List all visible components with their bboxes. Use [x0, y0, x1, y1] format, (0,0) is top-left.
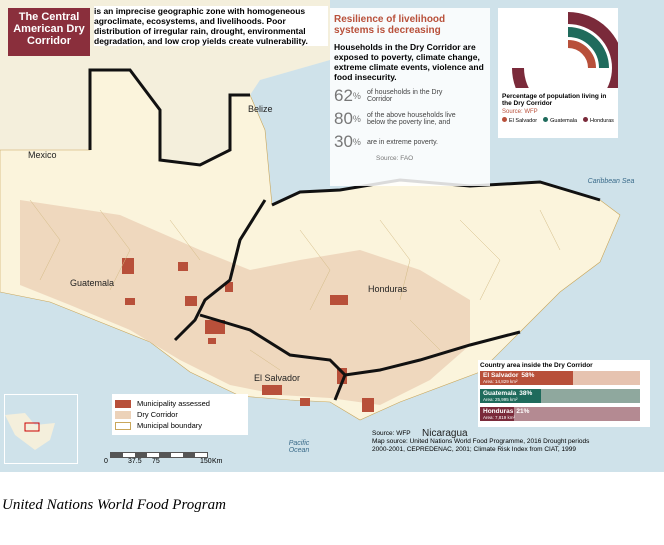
population-title: Percentage of population living in the D…: [502, 93, 607, 107]
legend-item: Honduras: [583, 117, 614, 124]
legend-item: Guatemala: [543, 117, 577, 124]
legend-text: El Salvador: [509, 118, 538, 124]
stat-source: Source: FAO: [376, 155, 414, 162]
legend-swatch: [115, 410, 131, 419]
area-title: Country area inside the Dry Corridor: [480, 362, 593, 369]
stat-number: 62: [334, 86, 353, 105]
legend-text: Dry Corridor: [137, 410, 178, 419]
legend: Municipality assessed Dry Corridor Municip…: [112, 394, 248, 435]
legend-text: Municipality assessed: [137, 399, 210, 408]
scale-unit: Km: [212, 458, 223, 465]
bar-label: El Salvador 58%: [483, 372, 534, 379]
legend-row: Dry Corridor: [115, 410, 245, 419]
scale-tick: 0: [104, 458, 108, 465]
scale-line: [110, 452, 208, 458]
bar-area: Area: 25,995 km²: [483, 397, 518, 402]
bar: [480, 371, 573, 385]
resilience-title: Resilience of livelihood systems is decr…: [334, 14, 446, 36]
legend-text: Municipal boundary: [137, 421, 203, 430]
caption: United Nations World Food Program: [2, 497, 226, 513]
legend-text: Guatemala: [550, 118, 578, 124]
label-caribbean: Caribbean Sea: [587, 178, 635, 185]
legend-dot: [502, 117, 507, 122]
inset-map: [4, 394, 78, 464]
label-guatemala: Guatemala: [70, 278, 115, 288]
area-panel: Country area inside the Dry Corridor El …: [478, 360, 650, 427]
stat-text: of households in the Dry Corridor: [366, 89, 443, 103]
municipalities-assessed: [122, 258, 374, 412]
map-source: Map source: United Nations World Food Pr…: [372, 438, 590, 453]
bar-country: El Salvador: [483, 372, 519, 379]
sources: Source: WFP Map source: United Nations W…: [372, 430, 602, 454]
stat-number: 30: [334, 132, 353, 151]
stats: 62% of households in the Dry Corridor 80% o…: [330, 86, 490, 162]
bar-label: Honduras 21%: [483, 408, 529, 415]
stat-row: 30% are in extreme poverty.: [334, 132, 486, 152]
stat-row: 62% of households in the Dry Corridor: [334, 86, 486, 106]
bar-country: Honduras: [483, 408, 514, 415]
legend-item: El Salvador: [502, 117, 537, 124]
label-pacific: Pacific Ocean: [288, 440, 310, 454]
bar-value-label: 58%: [521, 372, 535, 379]
municipal-boundaries: [29, 199, 561, 371]
stat-text: of the above households live below the p…: [366, 112, 456, 126]
bar-value-label: 21%: [516, 408, 530, 415]
donut-el-salvador: [567, 40, 596, 69]
scale-tick: 75: [152, 458, 160, 465]
bar: [480, 407, 514, 421]
bar-track: El Salvador 58% Area: 14,829 km²: [480, 371, 640, 385]
stat-unit: %: [352, 137, 361, 147]
label-el-salvador: El Salvador: [254, 373, 301, 383]
bar: [480, 389, 541, 403]
bar-area: Area: 7,819 km²: [483, 415, 516, 420]
stat-unit: %: [352, 91, 361, 101]
legend-row: Municipality assessed: [115, 399, 245, 408]
bar-value-label: 38%: [519, 390, 533, 397]
dry-corridor: [20, 200, 470, 405]
scale-tick: 37.5: [128, 458, 142, 465]
stat-text: are in extreme poverty.: [366, 138, 439, 146]
label-honduras: Honduras: [368, 284, 408, 294]
scale-tick: 150: [200, 458, 212, 465]
legend-dot: [543, 117, 549, 122]
label-nicaragua: Nicaragua: [422, 428, 468, 439]
stat-row: 80% of the above households live below th…: [334, 109, 486, 129]
label-mexico: Mexico: [28, 150, 57, 160]
title-box: The Central American Dry Corridor: [8, 8, 90, 56]
bar-country: Guatemala: [483, 390, 517, 397]
source: Source: WFP: [372, 430, 411, 437]
label-belize: Belize: [248, 104, 273, 114]
description: is an imprecise geographic zone with hom…: [94, 6, 328, 46]
bar-label: Guatemala 38%: [483, 390, 532, 397]
population-legend: El Salvador Guatemala Honduras: [502, 117, 614, 124]
inset-svg: [5, 413, 55, 450]
donut: [512, 12, 624, 124]
stat-number: 80: [334, 109, 353, 128]
resilience-text: Households in the Dry Corridor are expos…: [334, 42, 484, 82]
area-bars: El Salvador 58% Area: 14,829 km² Guatemala 3…: [480, 371, 648, 421]
legend-text: Honduras: [590, 118, 614, 124]
legend-swatch: [115, 421, 131, 430]
stat-unit: %: [352, 114, 361, 124]
bar-track: Honduras 21% Area: 7,819 km²: [480, 407, 640, 421]
legend-row: Municipal boundary: [115, 421, 245, 430]
population-source: Source: WFP: [502, 109, 538, 115]
resilience-panel: Resilience of livelihood systems is decr…: [330, 8, 490, 186]
population-panel: Percentage of population living in the D…: [498, 8, 624, 138]
bar-track: Guatemala 38% Area: 25,995 km²: [480, 389, 640, 403]
legend-swatch: [115, 399, 131, 408]
donut-guatemala: [567, 27, 609, 69]
scale-bar: 0 37.5 75 150 Km: [92, 448, 242, 468]
legend-dot: [583, 117, 589, 122]
bar-area: Area: 14,829 km²: [483, 379, 518, 384]
